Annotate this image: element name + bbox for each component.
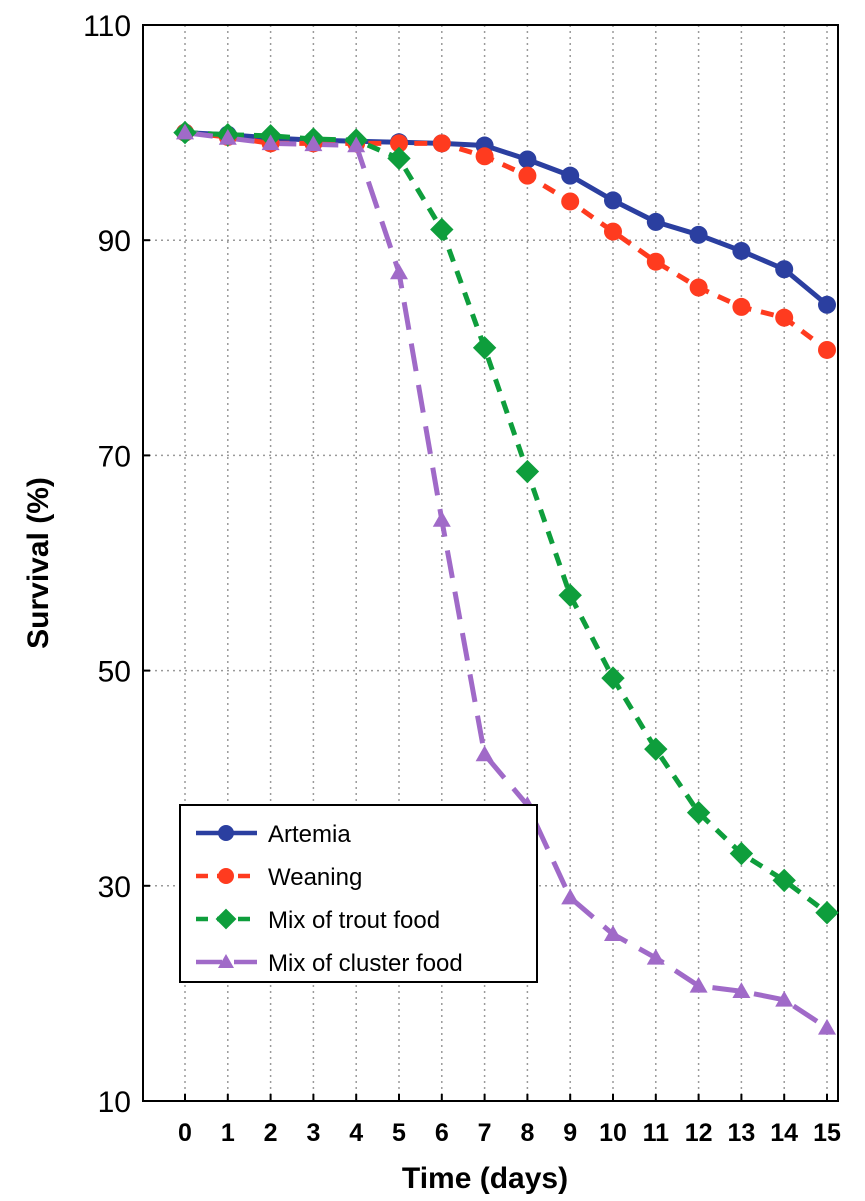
x-tick-label: 1 [221, 1119, 235, 1147]
data-point [732, 297, 751, 316]
legend-label: Artemia [268, 821, 351, 848]
data-point [689, 278, 708, 297]
data-point [775, 308, 794, 327]
x-tick-label: 7 [478, 1119, 492, 1147]
x-tick-label: 15 [813, 1119, 841, 1147]
legend-marker [218, 954, 234, 968]
x-tick-label: 10 [599, 1119, 627, 1147]
series-markers [173, 120, 839, 1035]
data-point [430, 217, 454, 242]
series-line-4 [184, 130, 829, 1030]
data-point [818, 1018, 836, 1035]
data-point [689, 225, 708, 244]
data-point [304, 135, 323, 152]
data-point [561, 192, 580, 211]
data-point [347, 136, 366, 153]
data-point [432, 510, 451, 527]
x-tick-label: 11 [643, 1119, 670, 1147]
y-tick-label: 70 [98, 440, 131, 473]
series-line-3 [184, 130, 829, 915]
x-tick-label: 0 [178, 1119, 192, 1147]
data-point [772, 868, 796, 893]
x-tick-label: 5 [392, 1119, 406, 1147]
legend-marker [215, 908, 237, 930]
data-point [390, 263, 408, 280]
x-tick-label: 4 [349, 1119, 363, 1147]
x-tick-label: 3 [306, 1119, 320, 1147]
data-point [604, 191, 622, 210]
x-tick-label: 14 [770, 1119, 798, 1147]
legend-label: Mix of cluster food [268, 950, 463, 977]
y-tick-label: 90 [98, 225, 131, 258]
x-tick-label: 12 [685, 1119, 713, 1147]
y-tick-label: 110 [83, 10, 131, 43]
data-point [818, 295, 836, 314]
series-line-1 [184, 130, 829, 307]
legend-label: Mix of trout food [268, 907, 440, 934]
x-axis-title: Time (days) [402, 1162, 568, 1195]
data-point [729, 841, 754, 866]
data-point [472, 336, 497, 360]
y-tick-label: 30 [98, 871, 131, 904]
data-point [644, 737, 668, 761]
series-lines [184, 130, 829, 1030]
data-point [515, 459, 540, 484]
legend-marker [218, 825, 234, 841]
y-axis-title: Survival (%) [22, 477, 55, 649]
data-point [646, 212, 665, 231]
data-point [646, 948, 665, 965]
data-point [387, 146, 411, 171]
data-point [558, 583, 582, 607]
data-point [475, 147, 494, 166]
legend-label: Weaning [268, 864, 362, 891]
data-point [775, 990, 794, 1007]
series-line-2 [184, 130, 829, 352]
y-tick-label: 50 [98, 656, 131, 689]
data-point [518, 166, 537, 185]
plot-area [142, 24, 839, 1102]
data-point [390, 134, 408, 153]
data-point [646, 252, 665, 271]
data-point [732, 982, 751, 998]
legend-box [179, 804, 538, 983]
legend-marker [218, 868, 234, 884]
data-point [815, 901, 839, 925]
data-point [775, 260, 794, 279]
data-point [518, 150, 537, 169]
x-tick-label: 8 [520, 1119, 534, 1147]
data-point [218, 128, 237, 145]
data-point [176, 123, 194, 140]
data-point [604, 222, 622, 241]
data-point [604, 925, 622, 941]
data-point [475, 745, 494, 762]
data-point [561, 888, 580, 905]
data-point [818, 340, 836, 359]
data-point [601, 666, 625, 690]
data-point [732, 241, 751, 260]
data-point [686, 800, 711, 825]
x-tick-label: 2 [264, 1119, 278, 1147]
x-tick-label: 6 [435, 1119, 449, 1147]
data-point [261, 134, 280, 151]
data-point [689, 976, 708, 993]
y-tick-label: 10 [98, 1086, 131, 1119]
x-tick-label: 13 [727, 1119, 755, 1147]
x-tick-label: 9 [563, 1119, 577, 1147]
legend: Artemia Weaning Mix of trout food Mix of cl… [179, 804, 538, 983]
data-point [561, 166, 580, 185]
data-point [432, 134, 451, 153]
